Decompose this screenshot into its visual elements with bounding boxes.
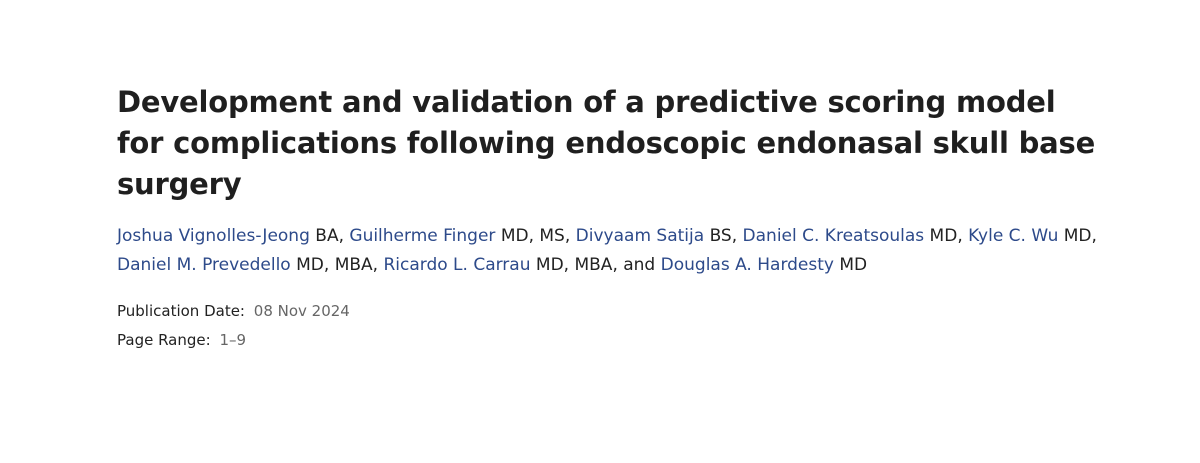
publication-date-row: Publication Date: 08 Nov 2024 [117, 297, 1107, 326]
author-separator: , [338, 226, 350, 246]
author-link[interactable]: Joshua Vignolles-Jeong [117, 226, 310, 246]
author-link[interactable]: Kyle C. Wu [968, 226, 1059, 246]
page-range-row: Page Range: 1–9 [117, 326, 1107, 355]
author-list: Joshua Vignolles-Jeong BA, Guilherme Fin… [117, 222, 1107, 280]
publication-date-value: 08 Nov 2024 [253, 302, 350, 320]
author-separator: , and [612, 255, 661, 275]
page-range-label: Page Range: [117, 331, 211, 349]
author-degrees: BA [315, 226, 339, 246]
author-link[interactable]: Ricardo L. Carrau [383, 255, 531, 275]
author-degrees: MD, MBA [535, 255, 613, 275]
author-separator: , [564, 226, 576, 246]
author-link[interactable]: Guilherme Finger [349, 226, 496, 246]
author-separator: , [1091, 226, 1097, 246]
author-link[interactable]: Douglas A. Hardesty [660, 255, 834, 275]
author-link[interactable]: Daniel C. Kreatsoulas [742, 226, 925, 246]
author-degrees: MD [839, 255, 868, 275]
author-degrees: MD [929, 226, 958, 246]
author-degrees: MD, MS [500, 226, 565, 246]
author-degrees: MD [1063, 226, 1092, 246]
author-degrees: MD, MBA [296, 255, 373, 275]
article-title: Development and validation of a predicti… [117, 85, 1096, 201]
article-meta: Publication Date: 08 Nov 2024 Page Range… [117, 297, 1107, 355]
author-link[interactable]: Daniel M. Prevedello [117, 255, 291, 275]
author-link[interactable]: Divyaam Satija [575, 226, 705, 246]
author-separator: , [731, 226, 743, 246]
author-separator: , [957, 226, 969, 246]
page-range-value: 1–9 [219, 331, 247, 349]
article-header: Development and validation of a predicti… [117, 82, 1107, 355]
author-degrees: BS [709, 226, 732, 246]
publication-date-label: Publication Date: [117, 302, 245, 320]
author-separator: , [372, 255, 384, 275]
